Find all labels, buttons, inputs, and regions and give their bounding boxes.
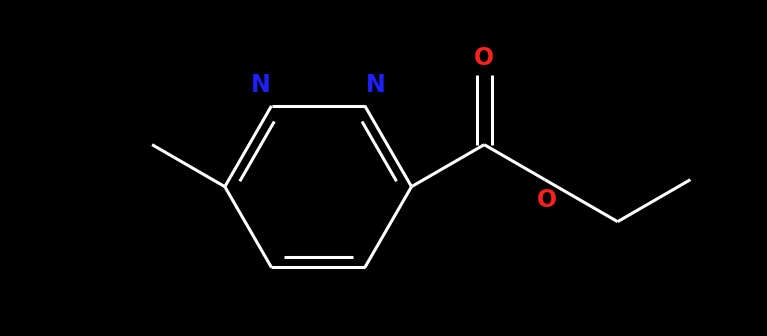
Text: N: N <box>250 73 270 97</box>
Text: O: O <box>474 46 494 70</box>
Text: O: O <box>537 188 557 212</box>
Text: N: N <box>366 73 386 97</box>
